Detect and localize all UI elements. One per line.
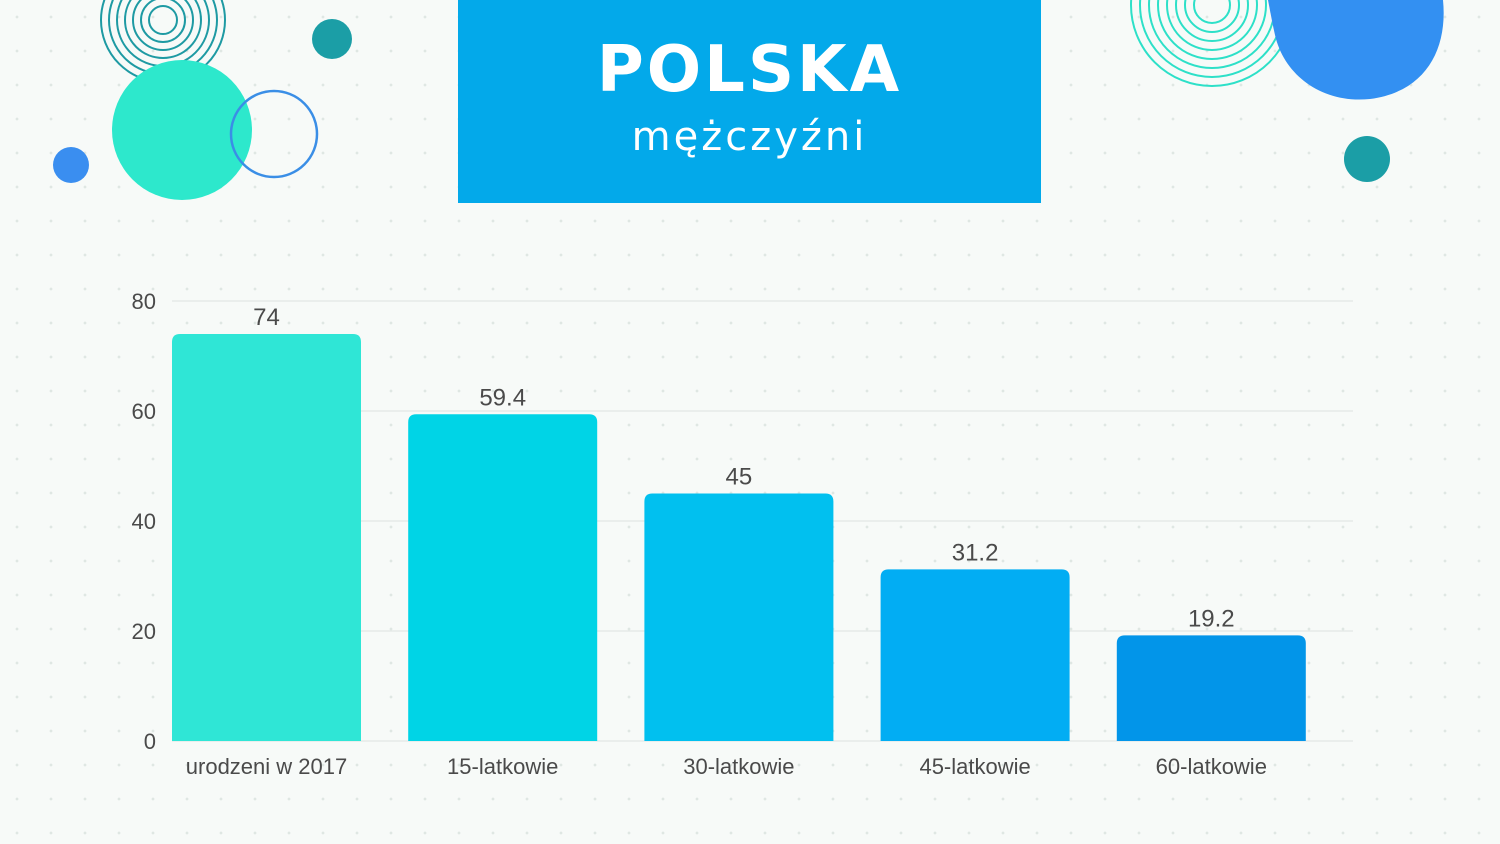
bar-4: [881, 569, 1070, 741]
data-label: 74: [253, 304, 280, 331]
data-label: 45: [726, 464, 753, 491]
x-tick-label: 15-latkowie: [447, 754, 558, 779]
bar-2: [408, 414, 597, 741]
bar-5: [1117, 635, 1306, 741]
y-tick-label: 0: [144, 729, 156, 754]
x-tick-label: 45-latkowie: [919, 754, 1030, 779]
x-tick-label: 30-latkowie: [683, 754, 794, 779]
x-tick-label: urodzeni w 2017: [186, 754, 347, 779]
bars: [172, 334, 1306, 741]
bar-1: [172, 334, 361, 741]
data-label: 59.4: [479, 384, 526, 411]
x-axis-labels: urodzeni w 2017 15-latkowie 30-latkowie 45-…: [186, 754, 1267, 779]
data-label: 19.2: [1188, 605, 1235, 632]
bar-3: [644, 494, 833, 742]
data-label: 31.2: [952, 539, 999, 566]
y-tick-label: 40: [132, 509, 156, 534]
y-tick-label: 20: [132, 619, 156, 644]
y-tick-label: 80: [132, 289, 156, 314]
y-axis-ticks: 0 20 40 60 80: [132, 289, 156, 754]
y-tick-label: 60: [132, 399, 156, 424]
x-tick-label: 60-latkowie: [1156, 754, 1267, 779]
